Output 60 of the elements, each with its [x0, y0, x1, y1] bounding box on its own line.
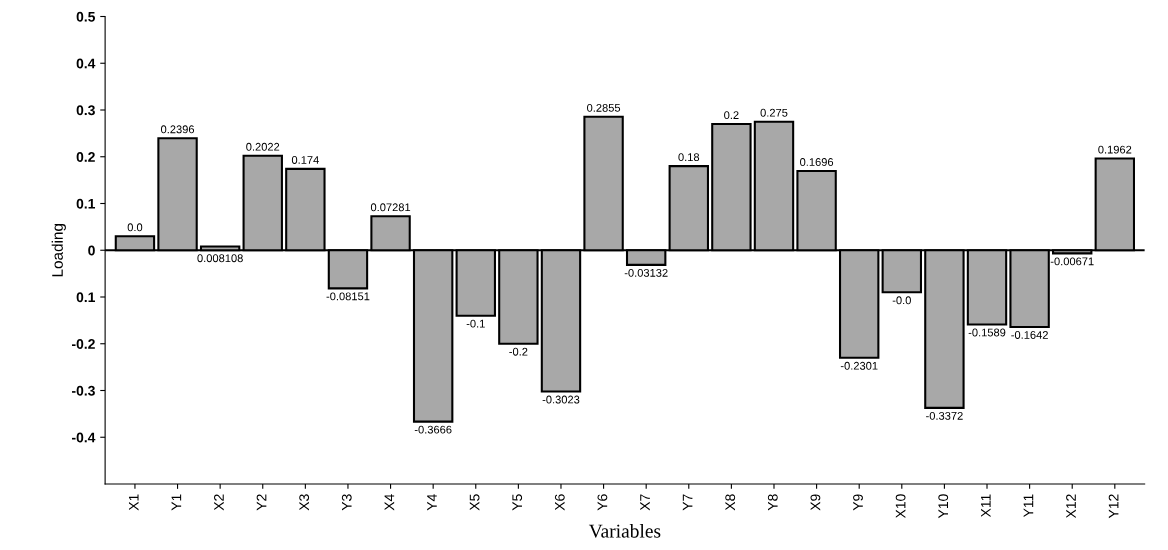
x-tick-label: X6 [554, 494, 565, 511]
data-label: 0.18 [678, 153, 700, 162]
y-tick-label: 0.2 [76, 152, 95, 162]
data-label: -0.3372 [926, 411, 963, 420]
y-tick-label: 0.3 [76, 105, 95, 116]
data-label: -0.03132 [624, 268, 668, 277]
y-tick-label: -0.3 [72, 385, 95, 396]
data-label: 0.2022 [246, 142, 280, 151]
data-label: 0.008108 [197, 254, 243, 263]
x-tick-label: Y3 [341, 494, 352, 511]
y-tick-label: -0.4 [72, 432, 96, 443]
data-label: 0.1962 [1098, 145, 1132, 154]
y-tick-label: -0.2 [72, 339, 95, 349]
data-label: 0.2396 [160, 125, 195, 134]
x-tick-label: Y12 [1108, 494, 1119, 519]
x-tick-label: Y8 [767, 494, 778, 511]
data-label: -0.2 [509, 347, 528, 356]
x-tick-label: X7 [640, 494, 650, 511]
data-label: 0.07281 [370, 203, 411, 212]
data-label: -0.1 [466, 319, 485, 328]
x-tick-label: Y10 [938, 494, 949, 519]
data-label: -0.3666 [414, 425, 452, 434]
x-tick-label: Y5 [512, 494, 523, 511]
data-label: -0.08151 [326, 292, 370, 301]
y-tick-label: 0.4 [76, 58, 96, 69]
annotation: -0.0 [892, 296, 911, 305]
y-tick-label: 0.5 [76, 11, 96, 22]
data-label: 0.2855 [587, 103, 621, 112]
x-tick-label: Y4 [427, 494, 437, 511]
x-tick-label: Y1 [171, 494, 182, 511]
x-tick-label: Y6 [597, 494, 608, 511]
y-tick-label: 0 [88, 245, 95, 256]
y-tick-label: 0.1 [76, 292, 96, 303]
y-tick-label: 0.1 [76, 198, 96, 209]
data-label: -0.1642 [1011, 331, 1048, 339]
x-tick-label: X10 [895, 494, 906, 519]
annotation: 0.2 [724, 111, 739, 120]
data-label: -0.3023 [542, 395, 580, 404]
x-tick-label: X5 [469, 494, 480, 511]
x-tick-label: Y9 [853, 494, 863, 511]
data-label: 0.174 [291, 156, 319, 164]
x-tick-label: X12 [1066, 494, 1076, 519]
x-tick-label: X11 [981, 494, 991, 518]
y-axis-title: Loading [51, 224, 66, 277]
x-tick-label: Y2 [256, 494, 267, 511]
x-tick-label: X3 [299, 494, 310, 511]
data-label: 0.0 [127, 223, 143, 232]
x-tick-label: Y11 [1023, 494, 1034, 518]
x-tick-label: X2 [214, 494, 224, 511]
data-label: -0.00671 [1050, 257, 1094, 266]
data-label: -0.1589 [968, 328, 1006, 337]
data-label: 0.1696 [800, 158, 834, 166]
x-axis-title: Variables [588, 523, 661, 538]
x-tick-label: X8 [725, 494, 736, 511]
x-tick-label: X1 [128, 494, 139, 511]
x-tick-label: Y7 [682, 494, 693, 511]
x-tick-label: X4 [384, 494, 395, 511]
data-label: 0.275 [760, 108, 788, 117]
x-tick-label: X9 [810, 494, 821, 511]
data-label: -0.2301 [840, 361, 878, 370]
